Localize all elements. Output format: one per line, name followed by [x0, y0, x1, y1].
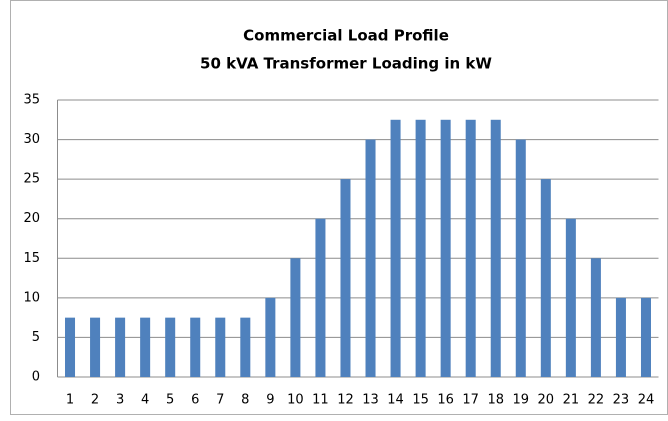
bar — [390, 119, 401, 378]
chart-title: Commercial Load Profile — [243, 27, 449, 45]
x-tick-label: 2 — [91, 393, 99, 408]
bar — [340, 179, 351, 377]
bar — [465, 119, 476, 378]
x-tick-label: 7 — [216, 393, 224, 408]
chart-subtitle: 50 kVA Transformer Loading in kW — [200, 55, 492, 73]
y-tick-label: 35 — [23, 93, 40, 108]
y-tick-label: 25 — [23, 172, 40, 187]
x-tick-label: 10 — [287, 393, 304, 408]
x-tick-label: 1 — [66, 393, 74, 408]
x-tick-label: 14 — [387, 393, 404, 408]
bar — [240, 317, 251, 377]
x-tick-label: 18 — [487, 393, 504, 408]
x-tick-label: 19 — [512, 393, 529, 408]
x-tick-label: 23 — [613, 393, 630, 408]
bar — [65, 317, 76, 377]
y-tick-label: 5 — [32, 330, 40, 345]
x-tick-label: 4 — [141, 393, 149, 408]
bar — [540, 179, 551, 377]
bar — [490, 119, 501, 378]
bar — [515, 139, 526, 377]
bar — [440, 119, 451, 378]
bar — [265, 297, 276, 377]
y-tick-label: 30 — [23, 132, 40, 147]
x-tick-label: 12 — [337, 393, 354, 408]
y-tick-label: 0 — [32, 370, 40, 385]
y-tick-label: 10 — [23, 290, 40, 305]
x-tick-label: 6 — [191, 393, 199, 408]
x-tick-label: 16 — [437, 393, 454, 408]
x-tick-label: 13 — [362, 393, 379, 408]
bar — [315, 218, 326, 377]
bar — [140, 317, 151, 377]
y-tick-label: 20 — [23, 211, 40, 226]
bar — [565, 218, 576, 377]
bar — [90, 317, 101, 377]
x-tick-label: 24 — [638, 393, 655, 408]
bar — [590, 258, 601, 377]
bar — [115, 317, 126, 377]
bar — [190, 317, 201, 377]
bar — [165, 317, 176, 377]
bar — [365, 139, 376, 377]
x-tick-label: 21 — [563, 393, 580, 408]
bar — [615, 297, 626, 377]
x-tick-label: 11 — [312, 393, 329, 408]
bar — [290, 258, 301, 377]
x-tick-label: 5 — [166, 393, 174, 408]
x-tick-label: 15 — [412, 393, 429, 408]
x-tick-label: 9 — [266, 393, 274, 408]
x-tick-label: 3 — [116, 393, 124, 408]
x-tick-label: 8 — [241, 393, 249, 408]
bar — [640, 297, 651, 377]
x-tick-label: 22 — [588, 393, 605, 408]
bar — [415, 119, 426, 378]
x-tick-label: 20 — [538, 393, 555, 408]
x-tick-label: 17 — [462, 393, 479, 408]
bar — [215, 317, 226, 377]
y-tick-label: 15 — [23, 251, 40, 266]
